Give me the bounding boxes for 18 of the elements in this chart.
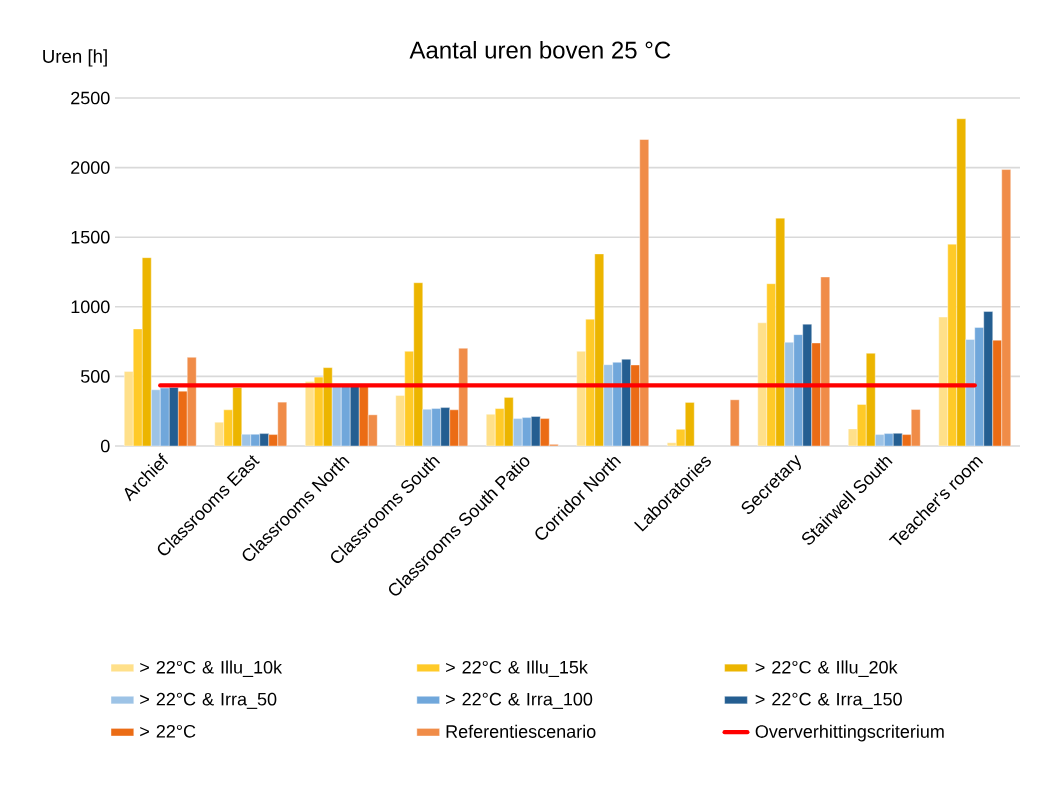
y-tick-label: 2000: [71, 161, 110, 174]
legend-label: > 22°C & Irra_50: [140, 692, 277, 709]
legend-label: > 22°C & Irra_150: [755, 692, 902, 709]
y-tick-label: 0: [100, 439, 110, 453]
chart-title: Aantal uren boven 25 °C: [409, 40, 671, 59]
y-tick-label: 500: [80, 370, 110, 383]
legend-label: Oververhittingscriterium: [755, 724, 944, 742]
y-axis-title: Uren [h]: [43, 49, 107, 67]
legend-label: > 22°C & Irra_100: [446, 692, 593, 709]
legend-label: > 22°C & Illu_15k: [446, 660, 588, 678]
legend-label: > 22°C & Illu_20k: [755, 660, 898, 678]
y-tick-label: 2500: [71, 91, 110, 105]
y-tick-label: 1000: [71, 300, 110, 314]
legend-label: Referentiescenario: [446, 724, 596, 738]
legend-label: > 22°C: [140, 724, 196, 738]
legend-label: > 22°C & Illu_10k: [140, 660, 283, 678]
bar: [730, 399, 740, 447]
y-tick-label: 1500: [71, 230, 110, 244]
